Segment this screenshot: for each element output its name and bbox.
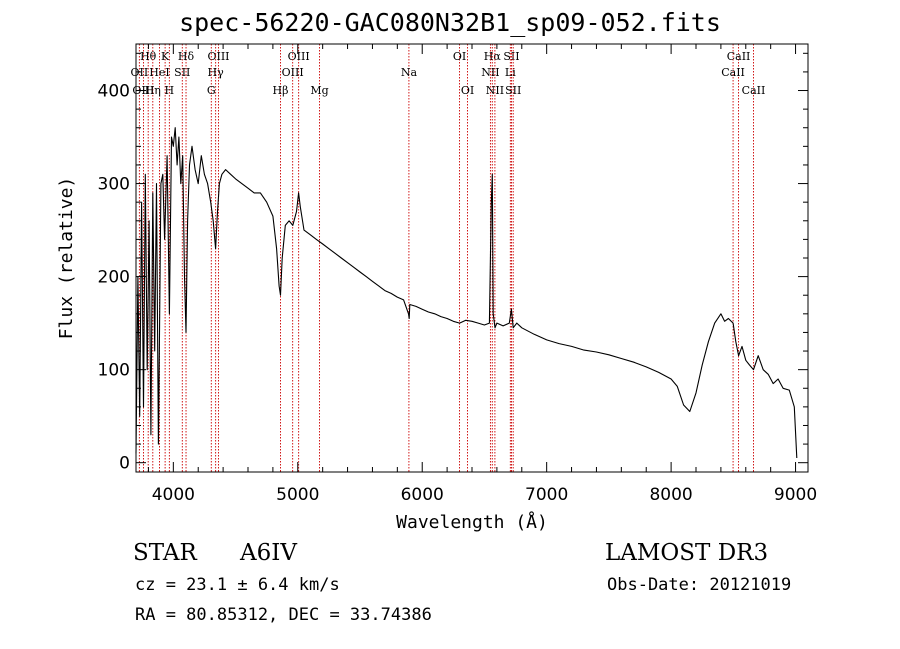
object-subclass: A6IV: [240, 540, 297, 566]
x-tick-label: 7000: [525, 485, 568, 505]
spectral-line-label: HeI: [149, 66, 169, 79]
x-tick-label: 9000: [774, 485, 817, 505]
spectral-line-label: OI: [453, 50, 466, 63]
spectral-line-label: CaII: [742, 84, 766, 97]
spectral-line-label: Hβ: [273, 84, 289, 97]
redshift-cz: cz = 23.1 ± 6.4 km/s: [135, 575, 340, 595]
spectral-line-label: SII: [174, 66, 190, 79]
spectral-line-label: Hγ: [208, 66, 225, 79]
plot-frame: [135, 43, 809, 473]
spectral-line-label: NII: [481, 66, 499, 79]
spectral-line-label: OIII: [288, 50, 310, 63]
spectral-line-label: SII: [503, 50, 519, 63]
spectral-line-label: Na: [401, 66, 418, 79]
spectral-line-label: OI: [461, 84, 474, 97]
spectral-line-label: NII: [486, 84, 504, 97]
survey-name: LAMOST DR3: [605, 540, 769, 566]
y-tick-label: 100: [98, 361, 130, 381]
spectral-line-label: Hη: [145, 84, 161, 97]
y-tick-label: 200: [98, 268, 130, 288]
spectral-line-label: CaII: [727, 50, 751, 63]
spectral-line-label: OIII: [282, 66, 304, 79]
chart-title: spec-56220-GAC080N32B1_sp09-052.fits: [179, 8, 721, 37]
spectral-line-label: K: [161, 50, 170, 63]
spectral-line-label: OII: [131, 66, 149, 79]
spectral-line-label: Hα: [484, 50, 502, 63]
spectral-line-label: Hθ: [140, 50, 157, 63]
y-tick-label: 0: [119, 454, 130, 474]
spectral-line-label: H: [165, 84, 175, 97]
x-tick-label: 5000: [276, 485, 319, 505]
spectral-line-label: CaII: [721, 66, 745, 79]
y-axis-label: Flux (relative): [56, 177, 77, 340]
y-tick-label: 300: [98, 175, 130, 195]
ra-dec: RA = 80.85312, DEC = 33.74386: [135, 605, 432, 625]
object-class: STAR: [133, 540, 197, 566]
spectral-line-label: Hδ: [178, 50, 195, 63]
x-tick-label: 4000: [152, 485, 195, 505]
x-tick-label: 6000: [401, 485, 444, 505]
spectral-line-label: Li: [505, 66, 516, 79]
x-tick-label: 8000: [649, 485, 692, 505]
obs-date: Obs-Date: 20121019: [607, 575, 792, 595]
spectral-line-label: SII: [505, 84, 521, 97]
spectral-line-label: Mg: [310, 84, 328, 97]
spectral-line-label: OIII: [207, 50, 229, 63]
x-axis-label: Wavelength (Å): [396, 511, 548, 533]
spectrum-series-line: [135, 127, 798, 459]
y-tick-label: 400: [98, 82, 130, 102]
spectral-line-label: G: [207, 84, 216, 97]
